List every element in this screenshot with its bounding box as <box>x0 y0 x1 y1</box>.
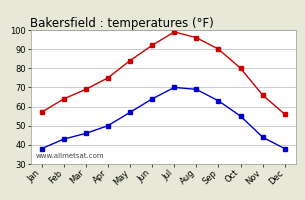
Text: www.allmetsat.com: www.allmetsat.com <box>36 153 104 159</box>
Text: Bakersfield : temperatures (°F): Bakersfield : temperatures (°F) <box>30 17 214 30</box>
